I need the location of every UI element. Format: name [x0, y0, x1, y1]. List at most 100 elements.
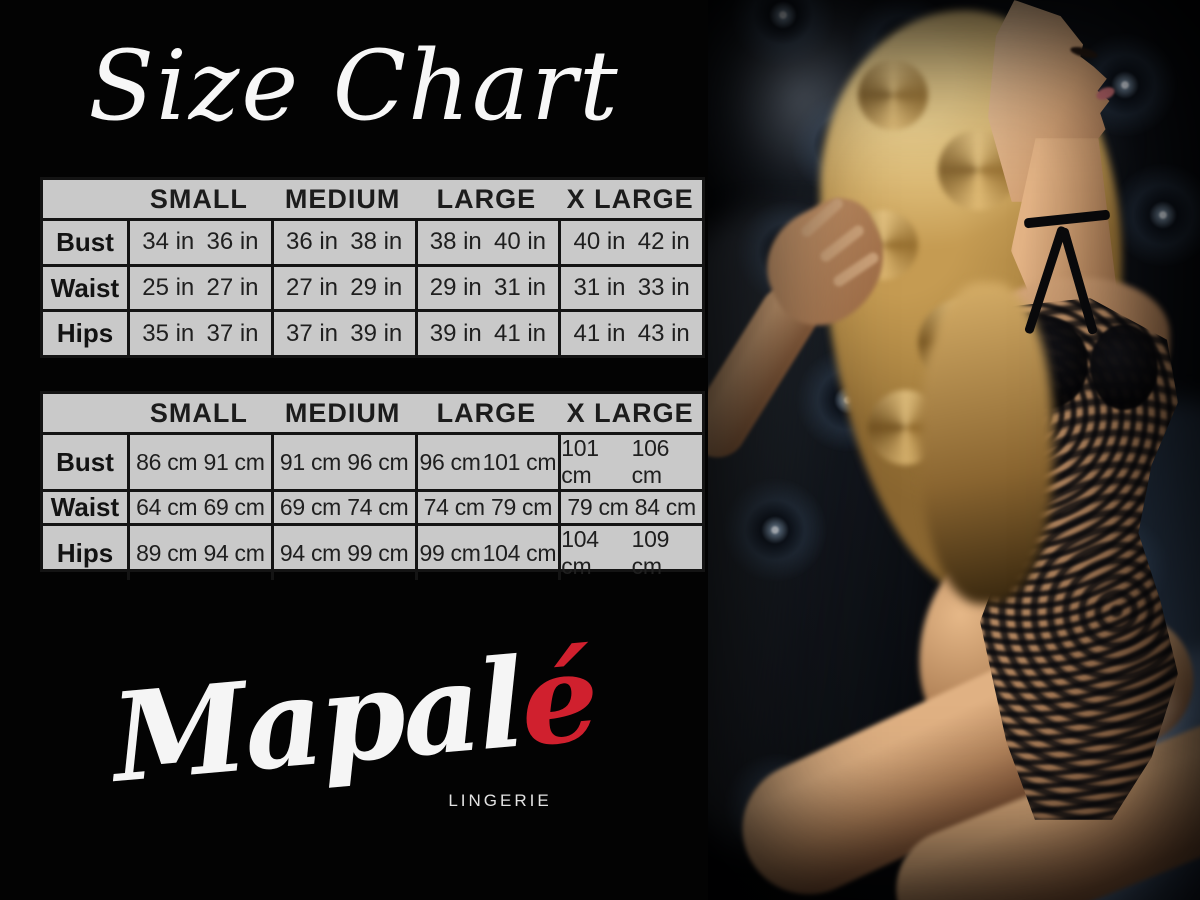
measure-value: 43 in: [637, 319, 690, 347]
cell-large: 74 cm 79 cm: [414, 492, 559, 523]
measure-value: 31 in: [493, 274, 547, 301]
table-row: Hips 89 cm 94 cm 94 cm 99 cm 99 cm 104 c…: [43, 523, 702, 580]
header-large: LARGE: [436, 397, 537, 428]
cell-xlarge: 41 in 43 in: [558, 312, 702, 356]
brand-tagline: LINGERIE: [448, 791, 552, 810]
measure-value: 106 cm: [631, 435, 670, 488]
lace-bra-cup: [1090, 324, 1158, 410]
brand-logo: Mapalé: [0, 613, 713, 821]
measure-value: 89 cm: [136, 539, 198, 566]
size-table-inches-header-row: SMALL MEDIUM LARGE X LARGE: [43, 180, 702, 221]
measure-value: 31 in: [573, 274, 626, 301]
row-label: Waist: [50, 272, 120, 303]
measure-value: 104 cm: [561, 526, 599, 579]
cell-xlarge: 31 in 33 in: [558, 266, 702, 310]
cell-small: 86 cm 91 cm: [127, 435, 271, 489]
size-table-centimeters: SMALL MEDIUM LARGE X LARGE Bust 86 cm 91…: [40, 391, 705, 580]
measure-value: 94 cm: [279, 539, 342, 566]
measure-value: 35 in: [142, 319, 195, 347]
header-empty-cell: [43, 180, 127, 218]
measure-value: 84 cm: [634, 494, 696, 520]
measure-value: 99 cm: [419, 539, 481, 566]
table-row: Bust 34 in 36 in 36 in 38 in 38 in 40 in: [43, 221, 702, 264]
measure-value: 39 in: [350, 319, 403, 347]
size-table-cm-header-row: SMALL MEDIUM LARGE X LARGE: [43, 394, 702, 435]
measure-value: 37 in: [206, 319, 259, 347]
info-panel: Size Chart SMALL MEDIUM LARGE X LARGE Bu…: [40, 30, 705, 810]
measure-value: 79 cm: [490, 494, 553, 520]
cell-medium: 36 in 38 in: [270, 221, 415, 264]
measure-value: 34 in: [142, 228, 195, 256]
cell-large: 99 cm 104 cm: [414, 526, 559, 580]
measure-value: 96 cm: [347, 448, 409, 475]
measure-value: 101 cm: [561, 435, 599, 488]
cell-large: 96 cm 101 cm: [414, 435, 559, 489]
header-small: SMALL: [149, 183, 248, 214]
model-photo: [708, 0, 1200, 900]
cell-large: 38 in 40 in: [414, 221, 559, 264]
page-title: Size Chart: [88, 30, 620, 142]
size-table-inches: SMALL MEDIUM LARGE X LARGE Bust 34 in 36…: [40, 177, 705, 358]
row-label: Hips: [56, 537, 114, 568]
hair-curl: [858, 60, 928, 130]
measure-value: 91 cm: [203, 448, 265, 475]
measure-value: 64 cm: [136, 494, 198, 520]
measure-value: 38 in: [350, 228, 403, 256]
measure-value: 29 in: [429, 274, 482, 301]
measure-value: 41 in: [493, 319, 547, 347]
model-hair-front: [921, 282, 1053, 604]
brand-logo-main: Mapal: [106, 630, 528, 810]
size-table-cm-body: Bust 86 cm 91 cm 91 cm 96 cm 96 cm 101 c…: [43, 435, 702, 580]
cell-small: 34 in 36 in: [127, 221, 271, 264]
measure-value: 91 cm: [279, 448, 342, 475]
cell-small: 64 cm 69 cm: [127, 492, 271, 523]
header-small: SMALL: [149, 397, 248, 428]
tuft-button: [715, 470, 835, 590]
row-label: Bust: [56, 226, 114, 257]
cell-xlarge: 79 cm 84 cm: [558, 492, 702, 523]
cell-small: 25 in 27 in: [127, 266, 271, 310]
cell-medium: 27 in 29 in: [270, 266, 415, 310]
cell-small: 89 cm 94 cm: [127, 526, 271, 580]
row-label: Hips: [56, 318, 114, 349]
cell-xlarge: 101 cm 106 cm: [558, 435, 702, 489]
table-row: Waist 25 in 27 in 27 in 29 in 29 in 31 i…: [43, 263, 702, 310]
header-medium: MEDIUM: [284, 183, 401, 214]
cell-small: 35 in 37 in: [127, 312, 271, 356]
header-xlarge: X LARGE: [566, 397, 694, 428]
measure-value: 69 cm: [279, 494, 342, 520]
measure-value: 25 in: [142, 274, 195, 301]
measure-value: 39 in: [429, 319, 482, 347]
table-row: Hips 35 in 37 in 37 in 39 in 39 in 41 in: [43, 309, 702, 356]
header-empty-cell: [43, 394, 127, 432]
cell-medium: 94 cm 99 cm: [270, 526, 415, 580]
measure-value: 99 cm: [347, 539, 409, 566]
measure-value: 74 cm: [347, 494, 409, 520]
table-row: Bust 86 cm 91 cm 91 cm 96 cm 96 cm 101 c…: [43, 435, 702, 489]
cell-medium: 37 in 39 in: [270, 312, 415, 356]
table-row: Waist 64 cm 69 cm 69 cm 74 cm 74 cm 79 c…: [43, 489, 702, 523]
measure-value: 96 cm: [419, 448, 481, 475]
row-label: Waist: [50, 492, 120, 522]
cell-medium: 91 cm 96 cm: [270, 435, 415, 489]
measure-value: 36 in: [206, 228, 259, 256]
measure-value: 104 cm: [482, 539, 557, 566]
brand-logo-accent: é: [514, 624, 602, 775]
measure-value: 94 cm: [203, 539, 265, 566]
measure-value: 109 cm: [631, 526, 670, 579]
measure-value: 38 in: [429, 228, 482, 256]
row-label: Bust: [56, 446, 114, 477]
measure-value: 29 in: [350, 274, 403, 301]
measure-value: 79 cm: [567, 494, 629, 520]
cell-large: 39 in 41 in: [414, 312, 559, 356]
header-medium: MEDIUM: [284, 397, 401, 428]
cell-large: 29 in 31 in: [414, 266, 559, 310]
measure-value: 41 in: [573, 319, 626, 347]
header-xlarge: X LARGE: [566, 183, 694, 214]
measure-value: 40 in: [573, 228, 626, 256]
measure-value: 42 in: [637, 228, 690, 256]
measure-value: 40 in: [493, 228, 547, 256]
cell-medium: 69 cm 74 cm: [270, 492, 415, 523]
measure-value: 27 in: [206, 274, 259, 301]
